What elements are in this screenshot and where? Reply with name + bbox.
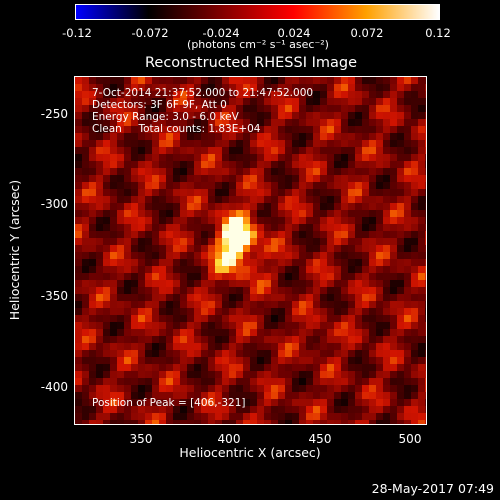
x-tick-label: 450	[308, 432, 332, 446]
x-axis-title: Heliocentric X (arcsec)	[179, 445, 321, 460]
rhessi-image	[74, 76, 427, 425]
colorbar-tick: 0.12	[425, 26, 451, 40]
colorbar-tick: -0.024	[202, 26, 240, 40]
annotation-energy: Energy Range: 3.0 - 6.0 keV	[92, 111, 239, 123]
timestamp: 28-May-2017 07:49	[371, 481, 494, 496]
colorbar	[75, 4, 440, 20]
y-tick-label: -250	[40, 107, 68, 121]
annotation-peak-position: Position of Peak = [406,-321]	[92, 397, 246, 409]
x-tick-label: 400	[217, 432, 241, 446]
annotation-time: 7-Oct-2014 21:37:52.000 to 21:47:52.000	[92, 87, 314, 99]
heatmap-image	[75, 77, 426, 424]
colorbar-tick: 0.024	[277, 26, 311, 40]
colorbar-unit-label: (photons cm⁻² s⁻¹ asec⁻²)	[187, 38, 329, 51]
y-tick-label: -300	[40, 197, 68, 211]
annotation-clean: Clean Total counts: 1.83E+04	[92, 123, 261, 135]
colorbar-gradient	[76, 5, 439, 19]
y-tick-label: -400	[40, 380, 68, 394]
annotation-detectors: Detectors: 3F 6F 9F, Att 0	[92, 99, 227, 111]
colorbar-tick: 0.072	[350, 26, 384, 40]
colorbar-tick: -0.12	[62, 26, 92, 40]
x-tick-label: 500	[398, 432, 422, 446]
x-tick-label: 350	[129, 432, 153, 446]
y-tick-label: -350	[40, 289, 68, 303]
colorbar-tick: -0.072	[131, 26, 169, 40]
image-title: Reconstructed RHESSI Image	[144, 55, 358, 71]
y-axis-title: Heliocentric Y (arcsec)	[6, 179, 22, 321]
